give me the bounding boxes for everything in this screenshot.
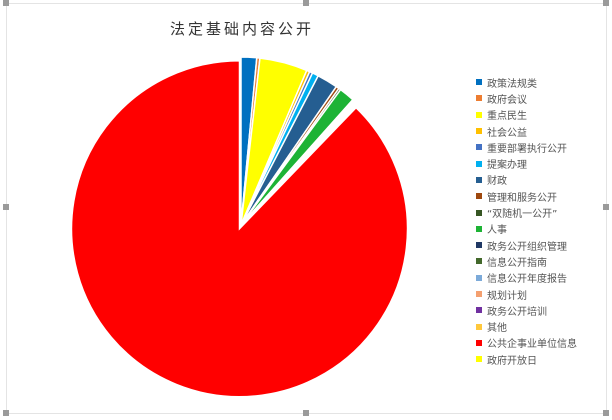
legend-item: 人事	[476, 221, 577, 237]
legend-label: 管理和服务公开	[487, 192, 557, 204]
legend-swatch	[476, 323, 482, 330]
legend-item: 公共企事业单位信息	[476, 335, 577, 351]
legend-label: “双随机一公开”	[487, 209, 558, 221]
legend-swatch	[476, 242, 482, 249]
legend-label: 政府开放日	[487, 355, 537, 367]
legend-swatch	[476, 95, 482, 102]
legend-item: 政府开放日	[476, 351, 577, 367]
legend-swatch	[476, 193, 482, 200]
legend-swatch	[476, 258, 482, 265]
resize-handle[interactable]	[3, 204, 9, 210]
legend-swatch	[476, 128, 482, 135]
legend-item: 政策法规类	[476, 74, 577, 90]
legend: 政策法规类政府会议重点民生社会公益重要部署执行公开 提案办理财政管理和服务公开 “双…	[476, 74, 577, 367]
legend-swatch	[476, 160, 482, 167]
legend-label: 其他	[487, 323, 507, 335]
pie-slice[interactable]	[70, 59, 409, 398]
legend-label: 社会公益	[487, 127, 527, 139]
legend-label: 提案办理	[487, 160, 527, 172]
legend-label: 政策法规类	[487, 78, 537, 90]
resize-handle[interactable]	[303, 410, 309, 416]
legend-label: 人事	[487, 225, 507, 237]
legend-label: 信息公开指南	[487, 257, 547, 269]
legend-label: 政务公开组织管理	[487, 241, 567, 253]
pie-slice[interactable]	[240, 102, 359, 226]
resize-handle[interactable]	[603, 204, 609, 210]
legend-item: 其他	[476, 318, 577, 334]
legend-item: 政府会议	[476, 90, 577, 106]
resize-handle[interactable]	[303, 0, 309, 6]
legend-label: 信息公开年度报告	[487, 274, 567, 286]
legend-item: 信息公开指南	[476, 253, 577, 269]
resize-handle[interactable]	[3, 410, 9, 416]
legend-item: “双随机一公开”	[476, 204, 577, 220]
legend-item: 重要部署执行公开	[476, 139, 577, 155]
legend-swatch	[476, 356, 482, 363]
legend-swatch	[476, 339, 482, 346]
legend-label: 重点民生	[487, 111, 527, 123]
legend-item: 政务公开培训	[476, 302, 577, 318]
legend-label: 公共企事业单位信息	[487, 339, 577, 351]
legend-item: 信息公开年度报告	[476, 270, 577, 286]
resize-handle[interactable]	[603, 0, 609, 6]
legend-swatch	[476, 307, 482, 314]
legend-item: 规划计划	[476, 286, 577, 302]
legend-swatch	[476, 111, 482, 118]
legend-swatch	[476, 176, 482, 183]
chart-title: 法定基础内容公开	[169, 20, 314, 38]
legend-label: 重要部署执行公开	[487, 143, 567, 155]
legend-item: 管理和服务公开	[476, 188, 577, 204]
legend-swatch	[476, 209, 482, 216]
legend-label: 财政	[487, 176, 507, 188]
legend-label: 政府会议	[487, 94, 527, 106]
legend-swatch	[476, 144, 482, 151]
legend-swatch	[476, 225, 482, 232]
legend-item: 财政	[476, 172, 577, 188]
resize-handle[interactable]	[3, 0, 9, 6]
legend-item: 社会公益	[476, 123, 577, 139]
legend-item: 提案办理	[476, 155, 577, 171]
legend-swatch	[476, 79, 482, 86]
legend-item: 重点民生	[476, 107, 577, 123]
legend-label: 政务公开培训	[487, 306, 547, 318]
legend-label: 规划计划	[487, 290, 527, 302]
legend-item: 政务公开组织管理	[476, 237, 577, 253]
resize-handle[interactable]	[603, 410, 609, 416]
legend-swatch	[476, 274, 482, 281]
legend-swatch	[476, 291, 482, 297]
